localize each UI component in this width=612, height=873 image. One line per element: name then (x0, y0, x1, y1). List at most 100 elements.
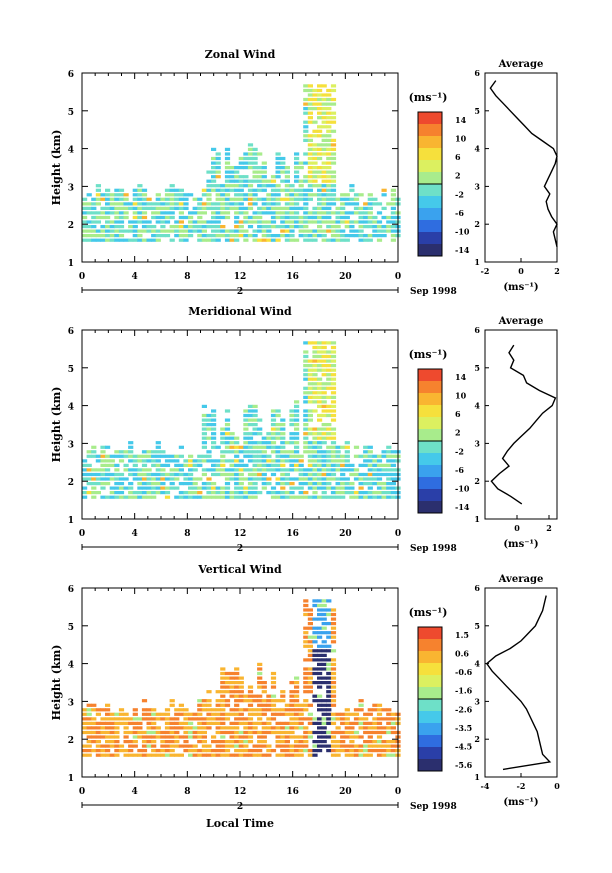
heatmap-cell (234, 238, 240, 242)
heatmap-cell (294, 459, 300, 463)
heatmap-cell (215, 749, 221, 753)
heatmap-cell (197, 730, 203, 735)
heatmap-cell (206, 184, 212, 188)
heatmap-cell (390, 482, 396, 486)
heatmap-cell (326, 635, 332, 639)
heatmap-cell (312, 395, 318, 399)
heatmap-cell (151, 450, 157, 454)
heatmap-cell (363, 721, 369, 725)
heatmap-cell (266, 717, 272, 721)
heatmap-cell (257, 166, 263, 170)
heatmap-cell (169, 238, 175, 242)
heatmap-cell (220, 229, 226, 233)
heatmap-cell (303, 441, 309, 445)
heatmap-cell (303, 341, 309, 345)
heatmap-cell (353, 445, 360, 449)
heatmap-cell (326, 229, 332, 233)
heatmap-cell (335, 495, 341, 499)
heatmap-cell (303, 667, 309, 671)
heatmap-cell (307, 730, 313, 735)
heatmap-cell (307, 486, 313, 490)
heatmap-cell (169, 206, 175, 210)
heatmap-cell (317, 608, 323, 612)
heatmap-cell (344, 234, 350, 238)
heatmap-cell (247, 161, 254, 165)
heatmap-cell (303, 368, 309, 372)
heatmap-cell (109, 463, 115, 467)
y-tick-label: 5 (68, 623, 74, 633)
heatmap-cell (155, 486, 161, 490)
heatmap-cell (91, 708, 97, 712)
heatmap-cell (183, 193, 189, 197)
heatmap-cell (247, 432, 254, 436)
x-tick-label: 16 (286, 272, 299, 282)
heatmap-cell (238, 445, 244, 449)
heatmap-cell (257, 170, 263, 174)
heatmap-cell (155, 491, 161, 495)
heatmap-cell (243, 735, 249, 739)
heatmap-cell (307, 409, 313, 413)
heatmap-cell (284, 202, 290, 206)
heatmap-cell (183, 708, 189, 712)
heatmap-cell (358, 708, 364, 712)
heatmap-cell (183, 491, 189, 495)
heatmap-cell (307, 427, 313, 431)
heatmap-cell (340, 744, 346, 748)
heatmap-cell (114, 225, 120, 229)
heatmap-cell (280, 418, 286, 422)
heatmap-cell (224, 197, 231, 201)
heatmap-cell (91, 482, 97, 486)
heatmap-cell (188, 215, 194, 220)
heatmap-cell (284, 708, 290, 712)
heatmap-cell (215, 197, 221, 201)
heatmap-cell (178, 229, 184, 233)
heatmap-cell (146, 491, 152, 495)
heatmap-cell (197, 459, 203, 463)
heatmap-cell (280, 753, 286, 757)
heatmap-cell (312, 635, 318, 639)
heatmap-cell (321, 463, 327, 467)
heatmap-cell (289, 454, 295, 458)
heatmap-cell (206, 482, 212, 486)
colorbar-swatch (418, 172, 442, 185)
heatmap-cell (114, 491, 120, 495)
heatmap-cell (257, 681, 263, 685)
heatmap-cell (372, 495, 378, 499)
heatmap-cell (280, 699, 286, 703)
heatmap-cell (243, 197, 249, 201)
heatmap-cell (307, 671, 313, 676)
heatmap-cell (261, 166, 267, 170)
heatmap-cell (234, 699, 240, 703)
heatmap-cell (294, 685, 300, 689)
heatmap-cell (211, 468, 217, 472)
heatmap-cell (317, 658, 323, 662)
heatmap-cell (340, 482, 346, 486)
heatmap-cell (183, 234, 189, 238)
heatmap-cell (294, 238, 300, 242)
heatmap-cell (257, 491, 263, 495)
heatmap-cell (381, 717, 387, 721)
heatmap-cell (215, 712, 221, 716)
heatmap-cell (183, 495, 189, 499)
heatmap-cell (220, 206, 226, 210)
heatmap-cell (353, 721, 360, 725)
heatmap-cell (266, 202, 272, 206)
heatmap-cell (257, 662, 263, 666)
heatmap-cell (188, 220, 194, 224)
heatmap-cell (238, 699, 244, 703)
heatmap-cell (215, 495, 221, 499)
heatmap-cell (270, 423, 277, 427)
heatmap-cell (220, 234, 226, 238)
heatmap-cell (340, 735, 346, 739)
heatmap-cell (247, 477, 254, 481)
heatmap-cell (169, 721, 175, 725)
average-y-tick-label: 4 (474, 401, 480, 411)
heatmap-cell (169, 740, 175, 744)
heatmap-cell (367, 735, 373, 739)
heatmap-cell (284, 703, 290, 707)
panel-title: Meridional Wind (188, 305, 292, 318)
heatmap-cell (105, 193, 111, 197)
heatmap-cell (118, 193, 125, 197)
heatmap-cell (294, 413, 300, 418)
heatmap-cell (224, 712, 231, 716)
